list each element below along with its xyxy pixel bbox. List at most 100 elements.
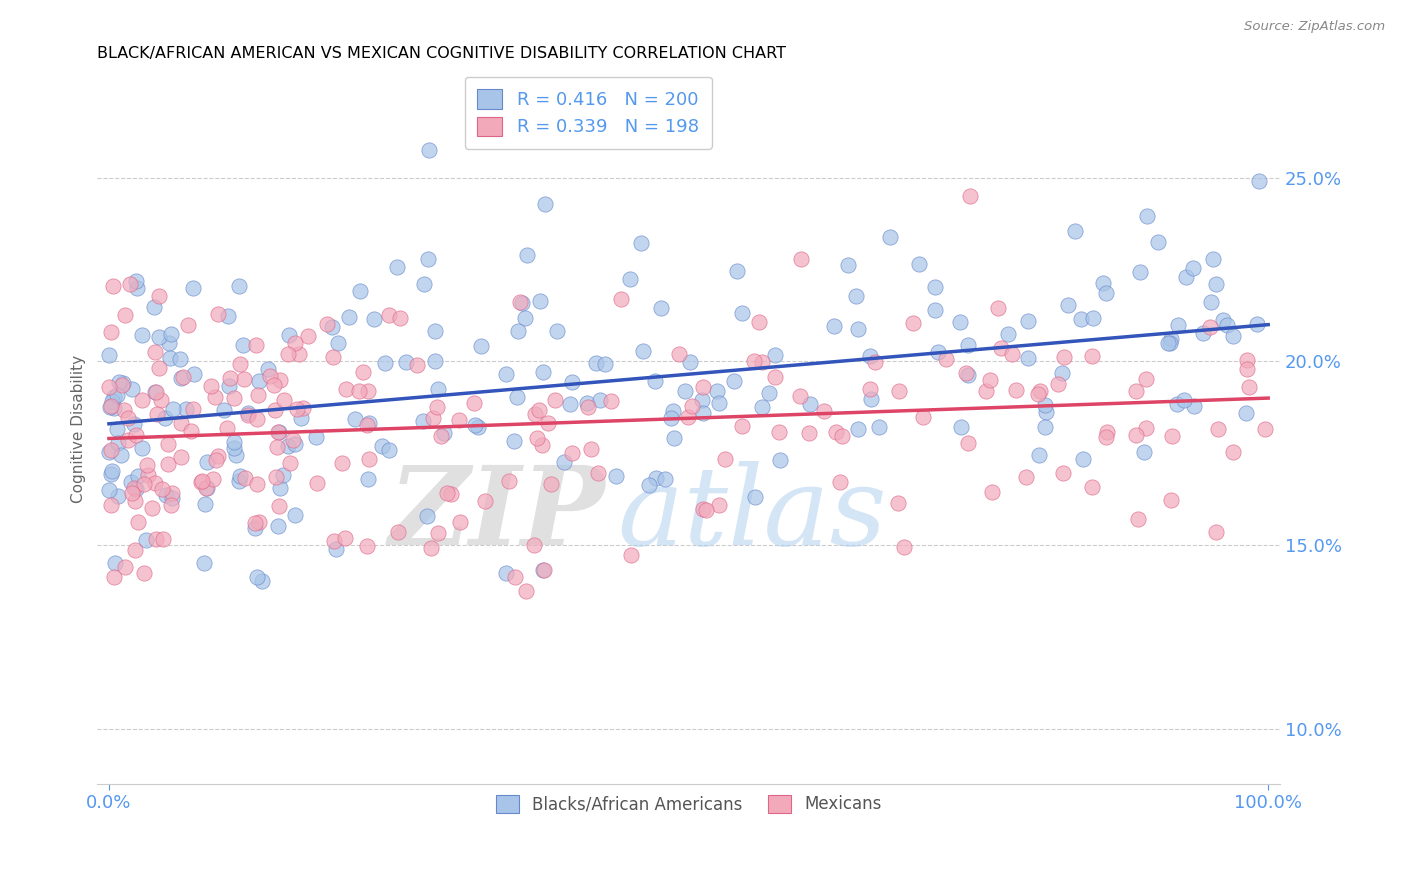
Point [110, 378, 132, 392]
Point [561, 446, 583, 460]
Point [246, 476, 269, 491]
Point [1236, 352, 1258, 367]
Point [1167, 318, 1189, 333]
Point [1081, 479, 1104, 493]
Point [325, 541, 347, 556]
Point [789, 252, 811, 267]
Point [225, 448, 247, 462]
Point [297, 328, 319, 343]
Point [232, 338, 254, 352]
Point [266, 469, 288, 483]
Y-axis label: Cognitive Disability: Cognitive Disability [72, 355, 86, 503]
Point [259, 369, 281, 384]
Point [138, 467, 160, 482]
Point [162, 491, 184, 505]
Point [172, 369, 194, 384]
Point [505, 390, 527, 404]
Point [527, 402, 550, 417]
Point [103, 390, 125, 404]
Point [174, 401, 197, 416]
Point [229, 358, 252, 372]
Point [924, 302, 946, 317]
Point [157, 335, 180, 350]
Point [121, 485, 143, 500]
Point [337, 310, 360, 324]
Point [1222, 445, 1244, 459]
Point [576, 400, 599, 414]
Point [751, 355, 773, 369]
Point [887, 496, 910, 510]
Point [830, 475, 852, 490]
Point [1157, 335, 1180, 350]
Point [224, 434, 246, 449]
Point [292, 401, 315, 415]
Point [692, 502, 714, 516]
Point [956, 338, 979, 352]
Point [127, 468, 149, 483]
Point [284, 336, 307, 351]
Point [837, 258, 859, 272]
Point [155, 411, 177, 425]
Point [278, 328, 301, 343]
Point [266, 440, 288, 454]
Point [723, 375, 745, 389]
Point [589, 392, 612, 407]
Point [114, 309, 136, 323]
Point [546, 325, 568, 339]
Point [228, 468, 250, 483]
Point [1136, 209, 1159, 223]
Point [389, 311, 412, 326]
Text: Source: ZipAtlas.com: Source: ZipAtlas.com [1244, 20, 1385, 33]
Point [252, 574, 274, 588]
Point [181, 402, 204, 417]
Point [170, 450, 193, 465]
Point [1033, 420, 1056, 434]
Point [422, 411, 444, 425]
Point [190, 475, 212, 489]
Point [112, 403, 135, 417]
Point [159, 351, 181, 366]
Point [215, 421, 238, 435]
Point [356, 539, 378, 553]
Point [1166, 397, 1188, 411]
Point [416, 508, 439, 523]
Point [1028, 384, 1050, 399]
Point [222, 441, 245, 455]
Point [243, 521, 266, 535]
Point [150, 482, 173, 496]
Point [987, 301, 1010, 315]
Point [100, 498, 122, 512]
Point [644, 470, 666, 484]
Point [600, 393, 623, 408]
Point [1212, 313, 1234, 327]
Text: BLACK/AFRICAN AMERICAN VS MEXICAN COGNITIVE DISABILITY CORRELATION CHART: BLACK/AFRICAN AMERICAN VS MEXICAN COGNIT… [97, 46, 786, 62]
Point [136, 458, 159, 473]
Point [98, 483, 121, 498]
Point [1160, 493, 1182, 508]
Point [531, 365, 554, 379]
Point [831, 428, 853, 442]
Point [540, 476, 562, 491]
Point [352, 365, 374, 379]
Point [799, 397, 821, 411]
Point [1017, 351, 1039, 365]
Point [420, 541, 443, 555]
Point [378, 442, 401, 457]
Point [430, 428, 453, 442]
Point [284, 436, 307, 450]
Point [117, 410, 139, 425]
Point [277, 347, 299, 361]
Point [162, 402, 184, 417]
Point [122, 417, 145, 431]
Point [1035, 405, 1057, 419]
Point [269, 481, 291, 495]
Point [1015, 469, 1038, 483]
Point [278, 456, 301, 470]
Point [316, 318, 339, 332]
Point [858, 382, 880, 396]
Point [529, 293, 551, 308]
Point [935, 351, 957, 366]
Point [1081, 349, 1104, 363]
Point [619, 272, 641, 286]
Point [537, 416, 560, 430]
